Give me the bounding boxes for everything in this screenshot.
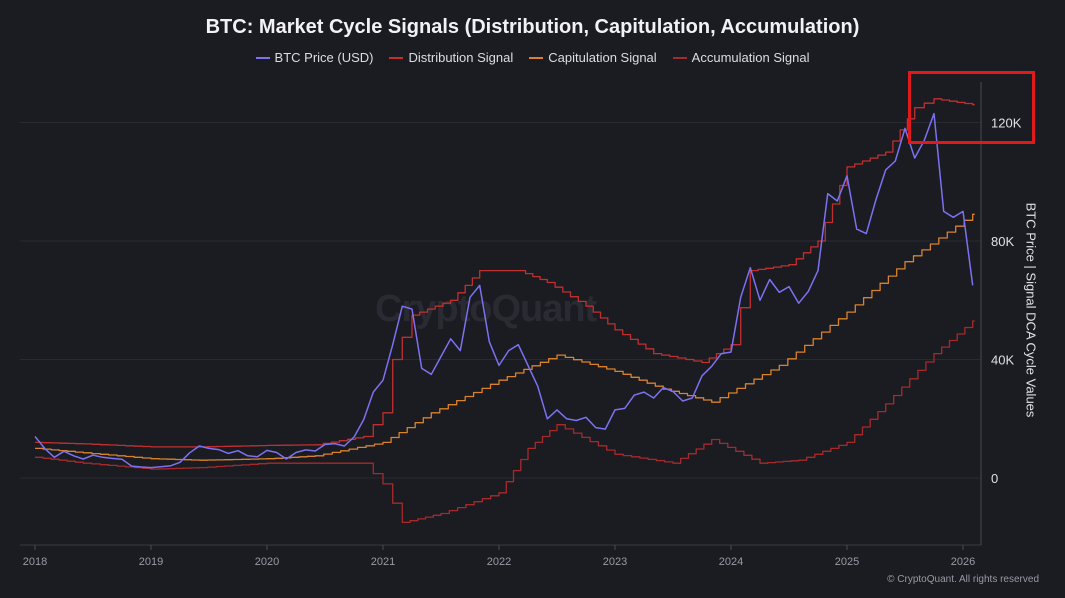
highlight-box [908, 71, 1035, 144]
legend-item[interactable]: Capitulation Signal [529, 50, 657, 65]
legend-label: BTC Price (USD) [274, 50, 374, 65]
series-line-distribution-signal [35, 98, 975, 448]
legend-swatch [389, 56, 404, 59]
legend-label: Distribution Signal [408, 50, 514, 65]
series-line-capitulation-signal [35, 213, 975, 461]
x-tick-label: 2026 [951, 556, 975, 568]
copyright: © CryptoQuant. All rights reserved [887, 574, 1039, 585]
legend-swatch [672, 56, 687, 59]
legend-label: Accumulation Signal [691, 50, 810, 65]
x-tick-label: 2019 [139, 556, 163, 568]
legend-item[interactable]: Distribution Signal [389, 50, 513, 65]
x-tick-label: 2023 [603, 556, 627, 568]
legend-swatch [529, 56, 544, 59]
legend-swatch [255, 56, 270, 59]
series-line-btc-price-usd- [34, 112, 974, 469]
series-line-accumulation-signal [35, 320, 975, 524]
y-tick-label: 40K [991, 353, 1014, 368]
legend-label: Capitulation Signal [548, 50, 657, 65]
x-tick-label: 2024 [719, 556, 743, 568]
x-tick-label: 2022 [487, 556, 511, 568]
legend-item[interactable]: Accumulation Signal [672, 50, 810, 65]
x-tick-label: 2018 [23, 556, 47, 568]
chart-title: BTC: Market Cycle Signals (Distribution,… [205, 16, 860, 38]
legend: BTC Price (USD) Distribution Signal Capitu… [0, 50, 1065, 65]
x-tick-label: 2025 [835, 556, 859, 568]
x-tick-label: 2020 [255, 556, 279, 568]
x-tick-label: 2021 [371, 556, 395, 568]
y-tick-label: 0 [991, 471, 998, 486]
y-tick-label: 120K [991, 116, 1022, 131]
legend-item[interactable]: BTC Price (USD) [255, 50, 374, 65]
y-axis-label: BTC Price | Signal DCA Cycle Values [1023, 202, 1039, 418]
y-tick-label: 80K [991, 234, 1014, 249]
